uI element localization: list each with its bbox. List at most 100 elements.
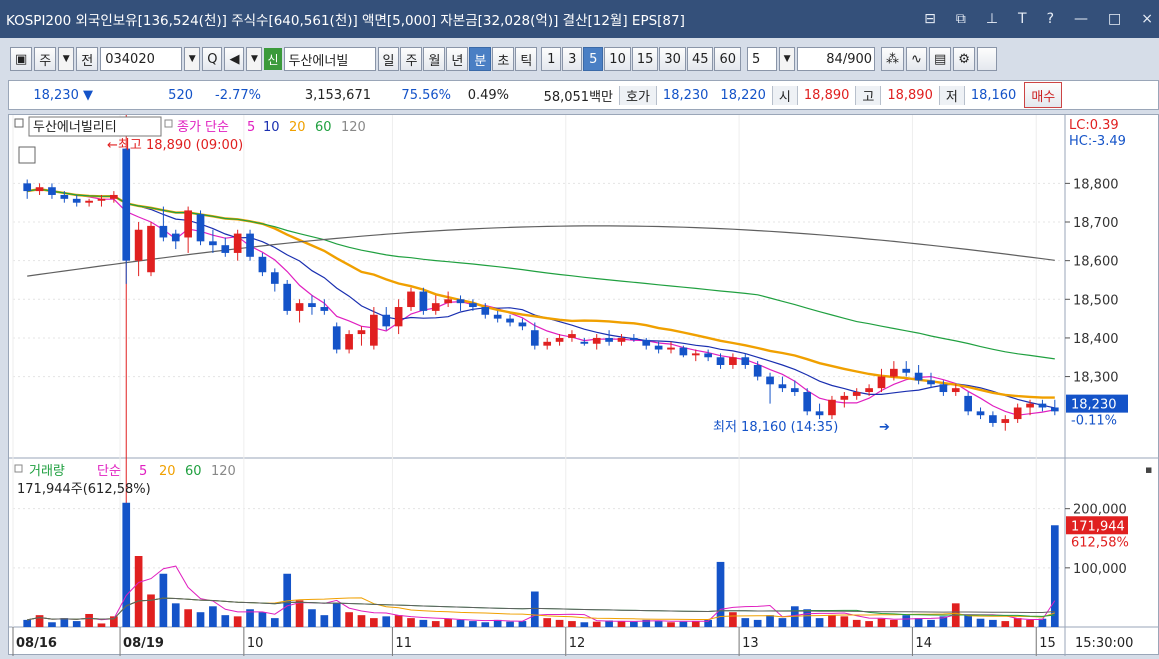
code-type-select[interactable]: 주 — [34, 47, 57, 71]
stock-code-input[interactable]: 034020 — [100, 47, 183, 71]
volume-bar — [691, 621, 700, 627]
candle-body — [989, 415, 997, 423]
volume-bar — [407, 618, 415, 627]
help-icon[interactable]: ? — [1046, 11, 1055, 27]
period-tab-4[interactable]: 분 — [469, 47, 492, 71]
volume-bar — [902, 615, 911, 627]
sound-icon[interactable]: ◀ — [224, 47, 245, 71]
volume-bar — [741, 618, 750, 627]
x-tick-label: 13 — [742, 636, 759, 651]
candle-body — [679, 347, 688, 356]
volume-bar — [976, 618, 985, 627]
calendar-icon[interactable] — [18, 146, 36, 164]
candle-body — [543, 341, 552, 346]
candle-body — [778, 384, 787, 389]
interval-tab-10[interactable]: 10 — [604, 47, 631, 71]
candle-body — [530, 330, 539, 346]
minimize-button[interactable]: — — [1074, 11, 1089, 27]
volume-bar — [382, 616, 391, 627]
code-dropdown-icon[interactable]: ▼ — [184, 47, 201, 71]
bar-count-input[interactable]: 84 /900 — [797, 47, 876, 71]
font-icon[interactable]: T — [1018, 11, 1027, 27]
candle-body — [518, 322, 527, 327]
volume-info: 171,944주(612,58%) — [17, 482, 151, 497]
period-tab-3[interactable]: 년 — [446, 47, 469, 71]
panel-checkbox-icon[interactable] — [14, 118, 24, 128]
bid-price: 18,220 — [720, 87, 766, 103]
period-tab-5[interactable]: 초 — [492, 47, 515, 71]
candle-body — [60, 194, 69, 199]
sound-dropdown-icon[interactable]: ▼ — [246, 47, 263, 71]
price-tick-label: 18,500 — [1073, 293, 1119, 308]
candle-body — [803, 392, 812, 412]
volume-bar — [704, 619, 712, 627]
volume-bar — [753, 619, 762, 627]
volume-bar — [23, 619, 32, 627]
candle-body — [431, 303, 440, 311]
candle-body — [171, 233, 180, 242]
volume-bar — [1026, 619, 1034, 627]
x-tick-label: 10 — [247, 636, 264, 651]
volume-ma-lines — [27, 565, 1056, 622]
current-volume-tag-text: 171,944 — [1071, 519, 1125, 534]
interval-tab-30[interactable]: 30 — [659, 47, 686, 71]
prev-code-button[interactable]: 전 — [76, 47, 99, 71]
compare-icon[interactable]: ∿ — [906, 47, 927, 71]
checkbox-toggle[interactable] — [976, 47, 997, 71]
volume-bar — [877, 618, 886, 627]
interval-tab-45[interactable]: 45 — [686, 47, 714, 71]
volume-bar — [233, 616, 242, 627]
period-tab-1[interactable]: 주 — [400, 47, 423, 71]
price-volume-chart[interactable]: 18,300 18,400 18,500 18,600 18,700 18,800 100,… — [9, 115, 1159, 656]
indicator-icon[interactable]: ⁂ — [881, 47, 905, 71]
pin-icon[interactable]: ⊥ — [985, 11, 999, 27]
popup-icon[interactable]: ⧉ — [955, 11, 966, 27]
panel-close-icon[interactable]: ▪ — [1145, 463, 1152, 476]
interval-tab-1[interactable]: 1 — [541, 47, 562, 71]
ma-checkbox-icon[interactable] — [164, 119, 173, 128]
gear-icon[interactable]: ⚙ — [953, 47, 975, 71]
current-price-tag-text: 18,230 — [1071, 398, 1117, 413]
volume-bar — [530, 591, 539, 627]
search-icon[interactable]: Q — [202, 47, 223, 71]
interval-tab-60[interactable]: 60 — [714, 47, 742, 71]
vol-checkbox-icon[interactable] — [14, 464, 23, 473]
period-tab-0[interactable]: 일 — [377, 47, 400, 71]
volume-bar — [865, 621, 873, 627]
volume-bar — [456, 619, 465, 627]
volume-bar — [444, 618, 452, 627]
volume-bar — [667, 622, 675, 627]
interval-tab-3[interactable]: 3 — [562, 47, 583, 71]
candle-body — [1038, 403, 1047, 408]
candle-body — [605, 337, 613, 342]
volume-bar — [914, 618, 923, 627]
candle-body — [914, 372, 923, 381]
candle-body — [184, 210, 192, 238]
candle-body — [654, 345, 663, 350]
interval-tab-15[interactable]: 15 — [631, 47, 659, 71]
chevron-down-icon[interactable]: ▼ — [58, 47, 75, 71]
interval-dropdown-icon[interactable]: ▼ — [779, 47, 796, 71]
split-window-icon[interactable]: ⊟ — [924, 11, 936, 27]
interval-tab-5[interactable]: 5 — [583, 47, 604, 71]
close-button[interactable]: × — [1141, 11, 1153, 27]
period-tab-6[interactable]: 틱 — [515, 47, 538, 71]
period-tab-2[interactable]: 월 — [423, 47, 446, 71]
volume-series — [23, 502, 1059, 627]
title-bar: KOSPI200 외국인보유[136,524(천)] 주식수[640,561(천… — [0, 0, 1159, 38]
candle-body — [951, 388, 960, 393]
maximize-button[interactable]: □ — [1108, 11, 1122, 27]
chart-menu-icon[interactable]: ▣ — [10, 47, 33, 71]
chart-labels: 두산에너빌리티 종가 단순 5 10 20 60 120 ←최고 18,890 … — [14, 116, 1152, 497]
price-tick-label: 18,600 — [1073, 255, 1119, 270]
volume-bar — [840, 616, 849, 627]
buy-button[interactable]: 매수 — [1024, 82, 1063, 108]
save-icon[interactable]: ▤ — [928, 47, 952, 71]
candle-body — [753, 364, 762, 377]
interval-select[interactable]: 5 — [747, 47, 778, 71]
volume-bar — [258, 612, 267, 627]
candle-body — [1050, 407, 1059, 412]
min-arrow-icon: ➔ — [879, 420, 890, 435]
candle-body — [939, 384, 948, 393]
